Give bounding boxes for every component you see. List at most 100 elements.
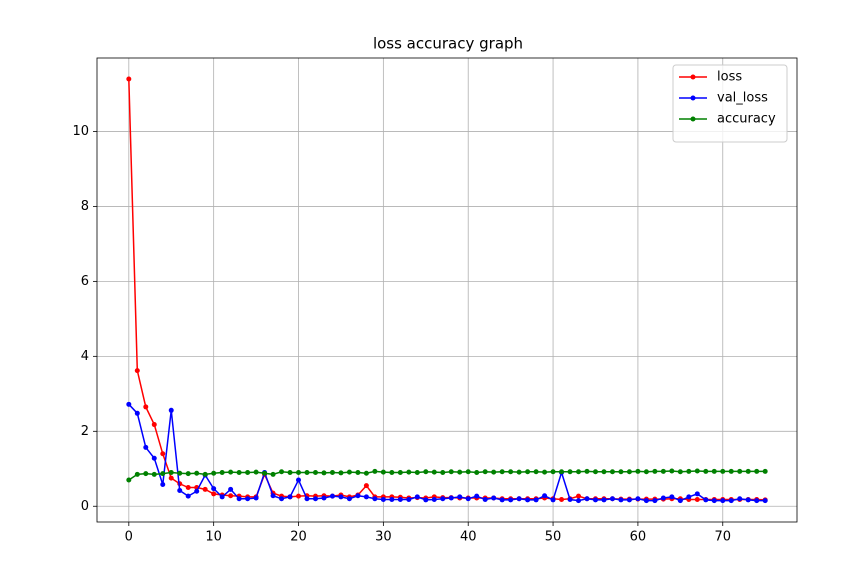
point bbox=[754, 468, 760, 474]
point bbox=[126, 477, 132, 483]
point bbox=[525, 497, 531, 503]
series-line bbox=[128, 470, 766, 481]
point bbox=[601, 469, 607, 475]
point bbox=[711, 498, 717, 504]
point bbox=[542, 469, 548, 475]
point bbox=[440, 496, 446, 502]
point bbox=[516, 469, 522, 475]
point bbox=[185, 493, 191, 499]
point bbox=[211, 486, 217, 492]
point bbox=[134, 410, 140, 416]
point bbox=[465, 496, 471, 502]
chart-title: loss accuracy graph bbox=[373, 35, 523, 53]
point bbox=[177, 470, 183, 476]
point bbox=[474, 470, 480, 476]
point bbox=[338, 494, 344, 500]
point bbox=[533, 497, 539, 503]
point bbox=[567, 469, 573, 475]
point bbox=[304, 470, 310, 476]
point bbox=[296, 493, 302, 499]
point bbox=[134, 368, 140, 374]
y-tick-label: 4 bbox=[81, 349, 89, 364]
y-tick-label: 10 bbox=[72, 124, 89, 139]
point bbox=[134, 471, 140, 477]
point bbox=[669, 494, 675, 500]
point bbox=[363, 494, 369, 500]
point bbox=[592, 469, 598, 475]
point bbox=[338, 470, 344, 476]
x-tick-label: 40 bbox=[460, 530, 477, 545]
point bbox=[465, 469, 471, 475]
point bbox=[160, 482, 166, 488]
point bbox=[143, 471, 149, 477]
point bbox=[457, 494, 463, 500]
point bbox=[508, 469, 514, 475]
point bbox=[567, 497, 573, 503]
point bbox=[584, 468, 590, 474]
x-tick-label: 50 bbox=[545, 530, 562, 545]
legend-box bbox=[672, 64, 788, 143]
y-tick-label: 8 bbox=[81, 199, 89, 214]
point bbox=[262, 470, 268, 476]
point bbox=[576, 493, 582, 499]
point bbox=[448, 495, 454, 501]
point bbox=[694, 468, 700, 474]
point bbox=[168, 470, 174, 476]
point bbox=[279, 496, 285, 502]
point bbox=[228, 469, 234, 475]
point bbox=[423, 497, 429, 503]
point bbox=[592, 497, 598, 503]
point bbox=[652, 468, 658, 474]
legend-label: loss bbox=[717, 70, 742, 85]
point bbox=[482, 497, 488, 503]
point bbox=[660, 468, 666, 474]
point bbox=[380, 497, 386, 503]
point bbox=[491, 469, 497, 475]
point bbox=[601, 497, 607, 503]
point bbox=[253, 495, 259, 501]
plot-frame bbox=[96, 57, 798, 523]
point bbox=[414, 470, 420, 476]
y-tick-label: 6 bbox=[81, 274, 89, 289]
point bbox=[126, 76, 132, 82]
point bbox=[270, 493, 276, 499]
point bbox=[177, 488, 183, 494]
point bbox=[491, 495, 497, 501]
point bbox=[711, 468, 717, 474]
point bbox=[296, 477, 302, 483]
point bbox=[440, 470, 446, 476]
point bbox=[516, 496, 522, 502]
point bbox=[677, 498, 683, 504]
point bbox=[355, 493, 361, 499]
point bbox=[703, 468, 709, 474]
point bbox=[346, 496, 352, 502]
point bbox=[499, 469, 505, 475]
point bbox=[618, 469, 624, 475]
point bbox=[245, 496, 251, 502]
point bbox=[762, 468, 768, 474]
point bbox=[329, 493, 335, 499]
point bbox=[202, 486, 208, 492]
point bbox=[694, 491, 700, 497]
point bbox=[542, 493, 548, 499]
point bbox=[151, 422, 157, 428]
point bbox=[414, 494, 420, 500]
point bbox=[703, 497, 709, 503]
point bbox=[168, 407, 174, 413]
point bbox=[321, 470, 327, 476]
point bbox=[550, 469, 556, 475]
point bbox=[423, 469, 429, 475]
point bbox=[160, 471, 166, 477]
point bbox=[609, 469, 615, 475]
legend-label: accuracy bbox=[717, 112, 776, 127]
point bbox=[287, 470, 293, 476]
point bbox=[499, 497, 505, 503]
legend-marker bbox=[690, 74, 696, 80]
point bbox=[228, 493, 234, 499]
point bbox=[660, 495, 666, 501]
point bbox=[143, 444, 149, 450]
point bbox=[635, 468, 641, 474]
point bbox=[397, 470, 403, 476]
